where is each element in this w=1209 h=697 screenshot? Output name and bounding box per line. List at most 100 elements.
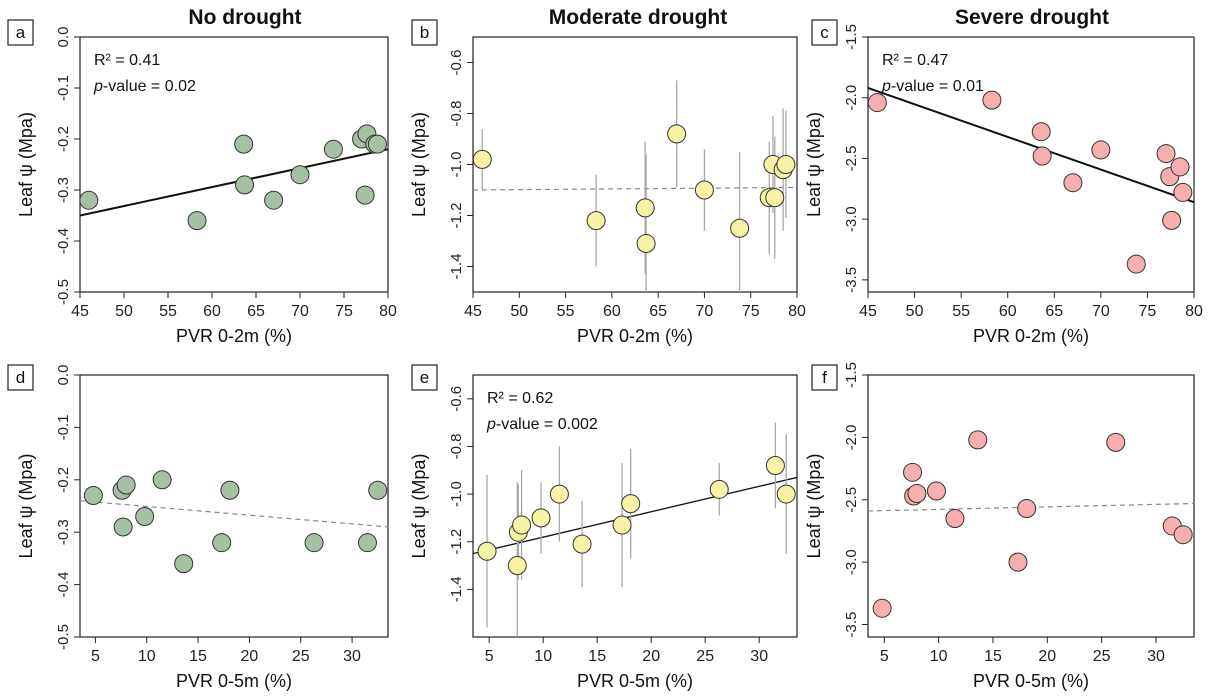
- data-point: [304, 533, 324, 553]
- y-axis-label: Leaf ψ (Mpa): [409, 112, 429, 217]
- data-point: [635, 198, 655, 218]
- panel-letter-box: [7, 364, 34, 391]
- panel-letter: e: [420, 368, 429, 387]
- y-tick-label: -2.5: [843, 145, 860, 171]
- data-point: [323, 139, 343, 159]
- data-point: [694, 180, 714, 200]
- data-point: [1126, 254, 1146, 274]
- p-value-label: p-value = 0.002: [486, 416, 598, 433]
- data-layer: [473, 422, 797, 637]
- x-tick-label: 60: [603, 303, 621, 320]
- x-tick-label: 60: [999, 303, 1017, 320]
- y-tick-label: -0.3: [55, 177, 72, 203]
- y-tick-label: -0.6: [448, 50, 465, 76]
- x-tick-label: 20: [642, 648, 660, 665]
- x-tick-label: 70: [1092, 303, 1110, 320]
- y-axis-label: Leaf ψ (Mpa): [16, 112, 36, 217]
- y-tick-label: -3.5: [843, 267, 860, 293]
- y-tick-label: -1.2: [448, 529, 465, 555]
- y-tick-label: 0.0: [55, 27, 72, 48]
- r-squared-label: R² = 0.47: [882, 52, 948, 69]
- y-tick-label: -1.5: [843, 24, 860, 50]
- y-tick-label: -0.2: [55, 126, 72, 152]
- x-tick-label: 20: [1038, 648, 1056, 665]
- data-point: [926, 481, 946, 501]
- y-axis-label: Leaf ψ (Mpa): [409, 454, 429, 559]
- data-point: [907, 484, 927, 504]
- x-tick-label: 60: [203, 303, 221, 320]
- r-squared-label: R² = 0.41: [94, 52, 160, 69]
- x-tick-label: 5: [880, 648, 889, 665]
- y-tick-label: -0.8: [448, 434, 465, 460]
- data-point: [982, 90, 1002, 110]
- data-point: [776, 155, 796, 174]
- x-tick-label: 55: [159, 303, 177, 320]
- panel-letter: b: [420, 23, 429, 42]
- data-point: [709, 479, 729, 499]
- data-point: [1173, 525, 1193, 545]
- data-point: [730, 218, 750, 238]
- x-tick-label: 75: [1139, 303, 1157, 320]
- y-tick-label: -0.4: [55, 572, 72, 598]
- x-tick-label: 65: [1045, 303, 1063, 320]
- x-tick-label: 65: [649, 303, 667, 320]
- x-tick-label: 30: [343, 648, 361, 665]
- data-point: [368, 480, 388, 500]
- x-axis-label: PVR 0-2m (%): [973, 326, 1089, 346]
- data-point: [367, 134, 387, 154]
- regression-line: [80, 500, 388, 528]
- data-layer: [80, 470, 388, 574]
- plot-frame: [472, 36, 798, 293]
- y-tick-label: -1.0: [448, 481, 465, 507]
- y-tick-label: -2.0: [843, 85, 860, 111]
- y-tick-label: -0.1: [55, 75, 72, 101]
- panel-b: b 45 50 55 60 65 70 75 80 -0.6 -0.8 -1.0 -1.2 -1.4 PVR…: [409, 19, 806, 346]
- data-point: [220, 480, 240, 500]
- x-tick-label: 75: [335, 303, 353, 320]
- regression-line: [868, 87, 1194, 204]
- x-tick-label: 25: [292, 648, 310, 665]
- x-tick-label: 10: [138, 648, 156, 665]
- y-tick-label: -0.8: [448, 101, 465, 127]
- data-point: [667, 124, 687, 144]
- x-tick-label: 50: [906, 303, 924, 320]
- panel-c: c 45 50 55 60 65 70 75 80 -1.5 -2.0 -2.5 -3.0 -3.5 PVR…: [804, 19, 1203, 346]
- panel-letter-box: [7, 19, 34, 46]
- data-point: [1032, 146, 1052, 166]
- y-tick-label: -0.3: [55, 519, 72, 545]
- x-tick-label: 70: [696, 303, 714, 320]
- data-point: [1008, 552, 1028, 572]
- data-point: [234, 134, 254, 154]
- x-tick-label: 65: [247, 303, 265, 320]
- y-tick-label: -0.5: [55, 624, 72, 650]
- x-tick-label: 70: [291, 303, 309, 320]
- x-tick-label: 50: [115, 303, 133, 320]
- panel-letter-box: [411, 364, 438, 391]
- panel-letter: d: [16, 368, 25, 387]
- x-tick-label: 15: [588, 648, 606, 665]
- panel-letter-box: [811, 364, 838, 391]
- data-point: [765, 188, 785, 208]
- data-point: [290, 165, 310, 185]
- data-point: [1173, 182, 1193, 202]
- x-tick-label: 25: [1093, 648, 1111, 665]
- data-layer: [80, 124, 388, 231]
- data-point: [868, 93, 887, 113]
- data-point: [477, 541, 497, 561]
- x-tick-label: 45: [859, 303, 877, 320]
- x-tick-label: 30: [750, 648, 768, 665]
- x-axis-label: PVR 0-5m (%): [176, 671, 292, 691]
- data-point: [1170, 157, 1190, 177]
- data-point: [1162, 210, 1182, 230]
- x-tick-label: 75: [742, 303, 760, 320]
- y-tick-label: -3.0: [843, 206, 860, 232]
- data-point: [135, 506, 155, 526]
- data-point: [1106, 432, 1126, 452]
- plot-frame: [867, 36, 1195, 293]
- y-tick-label: -3.5: [843, 612, 860, 638]
- data-point: [473, 149, 492, 169]
- data-point: [507, 556, 527, 576]
- data-point: [765, 456, 785, 476]
- data-point: [512, 515, 532, 535]
- plot-frame: [867, 374, 1195, 638]
